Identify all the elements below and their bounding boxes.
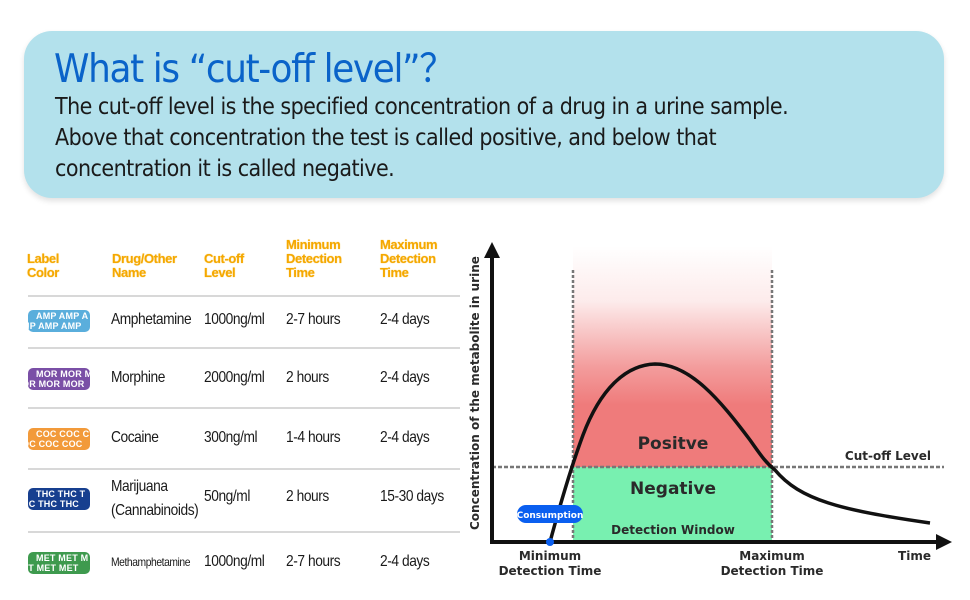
- badge-text: AMP AMP A: [36, 311, 89, 321]
- row-divider: [28, 295, 460, 297]
- header-text: Label: [27, 251, 59, 266]
- label-badge-mor: MOR MOR M OR MOR MOR: [28, 368, 90, 390]
- cutoff-value: 300ng/ml: [204, 429, 258, 446]
- banner-description: The cut-off level is the specified conce…: [55, 92, 865, 185]
- max-detection-time: 15-30 days: [380, 488, 444, 505]
- min-detection-label-line2: Detection Time: [499, 564, 602, 578]
- badge-text: MET MET M: [36, 553, 89, 563]
- negative-label: Negative: [630, 479, 716, 499]
- badge-text: HC THC THC: [28, 499, 79, 509]
- header-cutoff-level: Cut-off Level: [204, 252, 244, 280]
- header-text: Cut-off: [204, 251, 244, 266]
- drug-name-sub: (Cannabinoids): [111, 502, 199, 519]
- badge-text: OR MOR MOR: [28, 379, 85, 389]
- max-detection-time: 2-4 days: [380, 553, 430, 570]
- header-text: Time: [286, 265, 315, 280]
- header-text: Detection: [286, 251, 342, 266]
- drug-name: Morphine: [111, 369, 165, 386]
- cutoff-value: 1000ng/ml: [204, 311, 265, 328]
- max-detection-label-line1: Maximum: [739, 549, 804, 563]
- header-text: Color: [27, 265, 59, 280]
- badge-text: ET MET MET: [28, 563, 79, 573]
- max-detection-label-line2: Detection Time: [721, 564, 824, 578]
- min-detection-time: 2-7 hours: [286, 553, 341, 570]
- y-axis-arrow-icon: [484, 242, 500, 258]
- positive-label: Positve: [638, 434, 709, 454]
- badge-text: MP AMP AMP: [28, 321, 82, 331]
- cutoff-level-label: Cut-off Level: [845, 449, 931, 463]
- header-text: Name: [112, 265, 146, 280]
- header-text: Maximum: [380, 237, 438, 252]
- max-detection-time: 2-4 days: [380, 311, 430, 328]
- label-badge-amp: AMP AMP A MP AMP AMP: [28, 310, 90, 332]
- cutoff-diagram: Consumption Positve Negative Detection W…: [460, 230, 970, 600]
- positive-region: [573, 246, 772, 467]
- header-label-color: Label Color: [27, 252, 59, 280]
- max-detection-time: 2-4 days: [380, 429, 430, 446]
- min-detection-time: 1-4 hours: [286, 429, 341, 446]
- cutoff-value: 2000ng/ml: [204, 369, 265, 386]
- label-badge-thc: THC THC T HC THC THC: [28, 488, 90, 510]
- definition-banner: [24, 31, 944, 198]
- header-text: Minimum: [286, 237, 341, 252]
- drug-name: Amphetamine: [111, 311, 192, 328]
- drug-name: Marijuana: [111, 478, 168, 495]
- max-detection-time: 2-4 days: [380, 369, 430, 386]
- drug-name: Methamphetamine: [111, 555, 191, 569]
- consumption-label: Consumption: [517, 511, 584, 521]
- badge-text: MOR MOR M: [36, 369, 90, 379]
- label-badge-coc: COC COC C OC COC COC: [28, 428, 90, 450]
- cutoff-value: 50ng/ml: [204, 488, 250, 505]
- min-detection-time: 2 hours: [286, 369, 329, 386]
- header-text: Level: [204, 265, 236, 280]
- banner-line: concentration it is called negative.: [55, 156, 395, 182]
- negative-region: [573, 467, 772, 542]
- cutoff-value: 1000ng/ml: [204, 553, 265, 570]
- label-badge-met: MET MET M ET MET MET: [28, 552, 90, 574]
- badge-text: THC THC T: [36, 489, 86, 499]
- y-axis-label: Concentration of the metabolite in urine: [468, 256, 482, 530]
- x-axis-label: Time: [898, 549, 931, 563]
- banner-line: Above that concentration the test is cal…: [55, 125, 717, 151]
- min-detection-label-line1: Minimum: [519, 549, 581, 563]
- badge-text: OC COC COC: [28, 439, 83, 449]
- min-detection-time: 2 hours: [286, 488, 329, 505]
- header-text: Drug/Other: [112, 251, 177, 266]
- banner-title: What is “cut-off level”？: [54, 47, 455, 92]
- drug-name: Cocaine: [111, 429, 159, 446]
- banner-line: The cut-off level is the specified conce…: [55, 94, 789, 120]
- badge-text: COC COC C: [36, 429, 90, 439]
- min-detection-time: 2-7 hours: [286, 311, 341, 328]
- row-divider: [28, 468, 460, 470]
- detection-window-label: Detection Window: [611, 523, 735, 537]
- header-text: Time: [380, 265, 409, 280]
- x-axis-arrow-icon: [936, 534, 952, 550]
- header-max-detection-time: Maximum Detection Time: [380, 237, 438, 280]
- row-divider: [28, 407, 460, 409]
- row-divider: [28, 531, 460, 533]
- consumption-dot: [546, 538, 554, 546]
- header-drug-name: Drug/Other Name: [112, 252, 177, 280]
- header-text: Detection: [380, 251, 436, 266]
- cutoff-diagram-svg: Consumption Positve Negative Detection W…: [468, 242, 952, 578]
- header-min-detection-time: Minimum Detection Time: [286, 238, 342, 280]
- row-divider: [28, 347, 460, 349]
- concentration-curve: [548, 362, 931, 543]
- consumption-badge: [517, 505, 583, 523]
